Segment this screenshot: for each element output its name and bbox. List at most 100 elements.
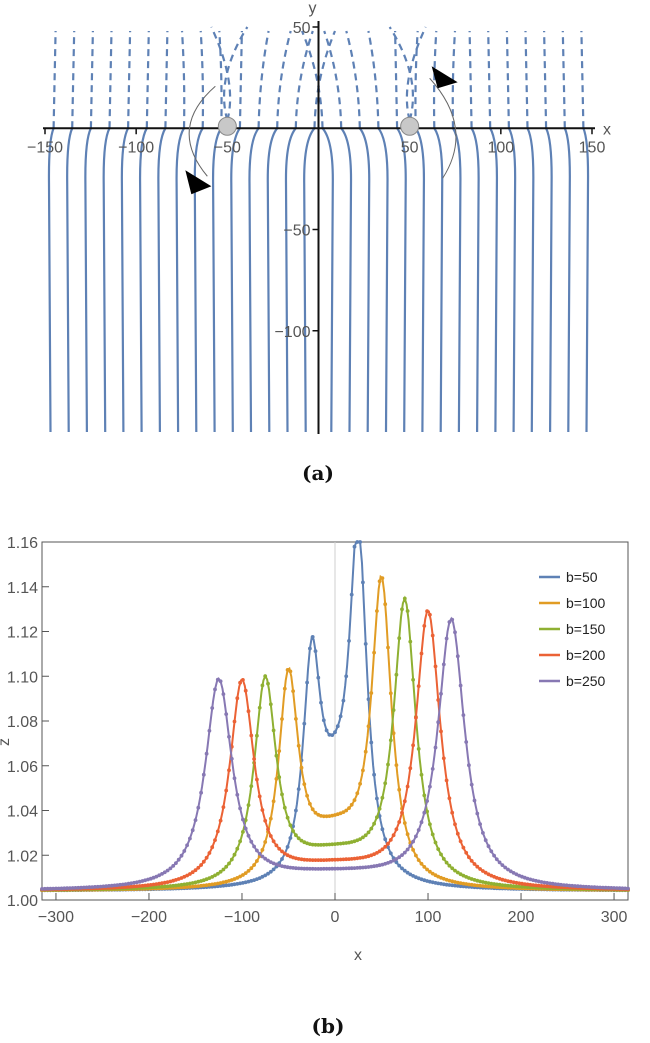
data-point [464, 884, 469, 889]
data-point [478, 867, 482, 871]
data-point [461, 845, 466, 850]
data-point [355, 856, 360, 861]
data-point [274, 777, 279, 781]
data-point [316, 843, 321, 847]
x-tick-label: −100 [118, 139, 154, 156]
data-point [210, 706, 215, 710]
data-point [347, 866, 351, 871]
data-point [414, 853, 418, 858]
data-point [545, 884, 549, 889]
data-point [221, 805, 226, 809]
data-point [464, 850, 469, 855]
data-point [369, 740, 374, 745]
data-point [263, 856, 268, 861]
data-point [567, 883, 572, 888]
data-point [472, 862, 477, 866]
data-point [42, 886, 47, 891]
y-tick-label: 1.14 [7, 580, 38, 597]
field-line-lower [211, 127, 223, 433]
field-line-lower [84, 127, 92, 433]
data-point [154, 885, 159, 889]
data-point [444, 882, 449, 887]
data-point [252, 863, 256, 867]
data-point [391, 708, 396, 712]
y-tick-label: −50 [283, 223, 310, 240]
data-point [455, 884, 460, 888]
data-point [525, 885, 530, 889]
data-point [162, 884, 167, 889]
data-point [305, 793, 309, 798]
data-point [447, 863, 452, 868]
data-point [246, 709, 251, 714]
data-point [327, 814, 332, 818]
data-point [188, 836, 192, 841]
data-point [241, 817, 245, 822]
data-point [168, 884, 173, 888]
data-point [263, 674, 268, 678]
data-point [199, 863, 204, 867]
data-point [478, 822, 482, 826]
data-point [441, 756, 446, 761]
data-point [241, 678, 245, 682]
data-point [215, 881, 220, 886]
data-point [277, 846, 282, 851]
data-point [151, 882, 156, 887]
data-point [455, 831, 460, 836]
data-point [188, 872, 192, 876]
data-point [430, 832, 435, 837]
data-point [405, 784, 410, 789]
data-point [514, 884, 519, 889]
data-point [344, 857, 349, 862]
field-line-lower [470, 127, 480, 433]
y-tick-label: 1.08 [7, 714, 38, 731]
data-point [458, 683, 463, 688]
field-line-upper [89, 30, 94, 129]
data-point [338, 866, 343, 871]
data-point [48, 886, 53, 891]
data-point [358, 856, 362, 860]
field-line-upper [52, 30, 57, 129]
data-point [204, 751, 209, 756]
field-line-upper [345, 30, 361, 129]
y-tick-label: 1.12 [7, 625, 38, 642]
field-line-upper [432, 30, 438, 129]
data-point [321, 858, 326, 862]
data-point [352, 544, 357, 549]
data-point [419, 651, 424, 656]
data-point [299, 765, 304, 770]
data-point [310, 807, 315, 812]
data-point [201, 859, 206, 864]
data-point [450, 810, 455, 815]
field-line-lower [47, 127, 55, 433]
field-line-upper [127, 30, 132, 129]
data-point [522, 885, 527, 889]
data-point [511, 884, 516, 888]
data-point [411, 839, 415, 844]
data-point [363, 642, 368, 646]
data-point [174, 861, 178, 865]
data-point [358, 837, 362, 841]
field-line-upper [180, 30, 186, 129]
data-point [472, 798, 477, 803]
data-point [294, 866, 298, 871]
data-point [104, 884, 109, 889]
data-point [341, 857, 346, 862]
data-point [316, 858, 321, 862]
data-point [227, 883, 231, 887]
data-point [458, 884, 463, 889]
data-point [344, 841, 349, 845]
data-point [319, 843, 323, 847]
data-point [182, 885, 187, 890]
data-point [235, 876, 240, 880]
data-point [165, 868, 170, 873]
data-point [609, 886, 614, 890]
field-line-upper [561, 30, 566, 129]
data-point [386, 645, 390, 650]
data-point [268, 702, 273, 707]
data-point [56, 886, 61, 891]
data-point [162, 870, 167, 875]
data-point [383, 781, 388, 786]
data-point [402, 821, 407, 825]
data-point [486, 844, 491, 849]
data-point [361, 865, 365, 870]
